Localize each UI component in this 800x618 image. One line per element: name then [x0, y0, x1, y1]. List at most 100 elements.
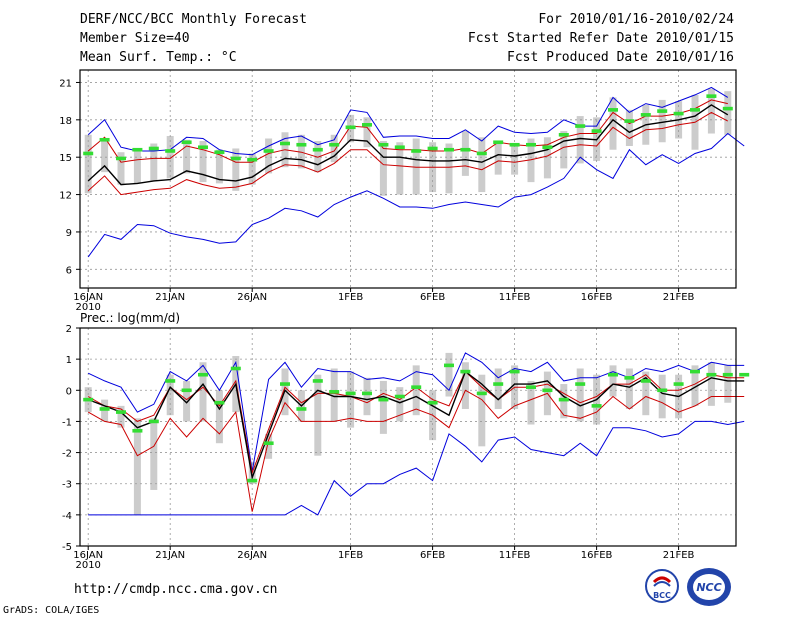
temp-median-marker	[116, 156, 126, 161]
prec-spread-bar	[379, 380, 387, 434]
prec-median-marker	[99, 407, 110, 411]
prec-spread-bar	[609, 365, 617, 397]
temp-spread-bar	[658, 99, 666, 143]
temp-median-marker	[657, 109, 668, 113]
prec-median-marker	[526, 385, 536, 389]
temp-spread-bar	[84, 134, 92, 194]
bcc-logo-text: BCC	[653, 591, 671, 600]
temp-median-marker	[542, 145, 553, 150]
temp-median-marker	[575, 124, 586, 128]
temp-median-marker	[608, 108, 618, 112]
temp-median-marker	[690, 108, 700, 112]
prec-spread-bar	[330, 368, 338, 422]
temp-spread-bar	[330, 134, 338, 163]
temp-xtick-label: 21FEB	[663, 292, 695, 303]
temp-median-marker	[99, 137, 110, 142]
temp-spread-bar	[363, 117, 371, 148]
temp-spread-bar	[232, 148, 240, 191]
temp-spread-bar	[199, 141, 207, 183]
prec-spread-bar	[494, 368, 502, 409]
prec-spread-bar	[265, 433, 273, 459]
prec-xtick-year: 2010	[75, 560, 100, 571]
prec-median-marker	[706, 372, 717, 377]
prec-spread-bar	[707, 362, 715, 406]
prec-spread-bar	[527, 380, 535, 425]
temp-spread-bar	[461, 131, 469, 176]
prec-median-marker	[673, 382, 684, 386]
temp-median-marker	[444, 147, 454, 152]
temp-spread-bar	[576, 116, 584, 164]
temp-ytick-label: 6	[66, 265, 72, 276]
prec-median-marker	[444, 363, 454, 368]
temp-spread-bar	[265, 138, 273, 174]
prec-spread-bar	[396, 387, 404, 422]
temp-spread-bar	[183, 139, 191, 174]
temp-spread-bar	[560, 131, 568, 169]
prec-median-marker	[476, 391, 487, 396]
temp-xtick-label: 16FEB	[581, 292, 613, 303]
prec-xtick-label: 21FEB	[663, 550, 695, 561]
temp-xtick-label: 11FEB	[499, 292, 531, 303]
temp-median-marker	[591, 129, 602, 133]
prec-spread-bar	[461, 362, 469, 409]
temp-series-max	[87, 86, 729, 156]
prec-median-marker	[263, 441, 274, 446]
prec-ytick-label: 2	[66, 324, 72, 335]
temp-median-marker	[706, 94, 717, 98]
website-url[interactable]: http://cmdp.ncc.cma.gov.cn	[74, 582, 278, 597]
prec-xtick-label: 16JAN	[73, 550, 103, 561]
temp-median-marker	[394, 145, 405, 150]
prec-median-marker	[542, 388, 553, 393]
prec-median-marker	[296, 407, 307, 411]
prec-panel-title: Prec.: log(mm/d)	[80, 311, 180, 325]
temp-median-marker	[132, 147, 143, 152]
temp-median-marker	[427, 146, 438, 151]
temp-spread-bar	[150, 143, 158, 181]
prec-median-marker	[362, 391, 372, 396]
temp-spread-bar	[314, 141, 322, 173]
temp-median-marker	[263, 149, 274, 153]
temp-ytick-label: 15	[59, 153, 72, 164]
prec-xtick-label: 26JAN	[237, 550, 267, 561]
bcc-logo: BCC	[645, 569, 679, 603]
temp-median-marker	[509, 142, 520, 147]
temp-spread-bar	[117, 152, 125, 185]
temp-median-marker	[558, 132, 569, 137]
prec-median-marker	[739, 372, 750, 377]
prec-median-marker	[591, 404, 602, 408]
temp-xtick-label: 6FEB	[420, 292, 445, 303]
temp-median-marker	[411, 149, 422, 153]
prec-median-marker	[624, 376, 635, 380]
member-size: Member Size=40	[80, 31, 190, 46]
temp-median-marker	[165, 149, 176, 153]
prec-spread-bar	[724, 365, 732, 403]
prec-median-marker	[230, 366, 241, 371]
prec-median-marker	[690, 369, 700, 374]
prec-median-marker	[722, 372, 733, 377]
temp-spread-bar	[412, 138, 420, 195]
ncc-logo-text: NCC	[696, 581, 721, 594]
temp-spread-bar	[215, 149, 223, 184]
temp-spread-bar	[724, 91, 732, 135]
temp-xtick-label: 21JAN	[155, 292, 185, 303]
temp-median-marker	[476, 151, 487, 156]
prec-median-marker	[181, 388, 192, 393]
prec-ytick-label: -1	[62, 417, 72, 428]
prec-ytick-label: -3	[62, 480, 72, 491]
prec-spread-bar	[150, 418, 158, 490]
prec-spread-bar	[642, 371, 650, 416]
prec-spread-bar	[363, 377, 371, 416]
temp-spread-bar	[707, 88, 715, 134]
temp-median-marker	[181, 140, 192, 145]
prec-median-marker	[132, 428, 143, 433]
forecast-started: Fcst Started Refer Date 2010/01/15	[467, 31, 734, 46]
temp-xtick-year: 2010	[75, 302, 100, 313]
temp-plot-frame	[79, 69, 737, 289]
prec-series-lower	[87, 389, 745, 512]
prec-median-marker	[558, 397, 569, 402]
temp-series-upper	[87, 99, 728, 163]
temp-spread-bar	[543, 137, 551, 179]
temp-median-marker	[362, 123, 372, 127]
temp-median-marker	[214, 150, 225, 155]
forecast-produced: Fcst Produced Date 2010/01/16	[507, 50, 734, 65]
